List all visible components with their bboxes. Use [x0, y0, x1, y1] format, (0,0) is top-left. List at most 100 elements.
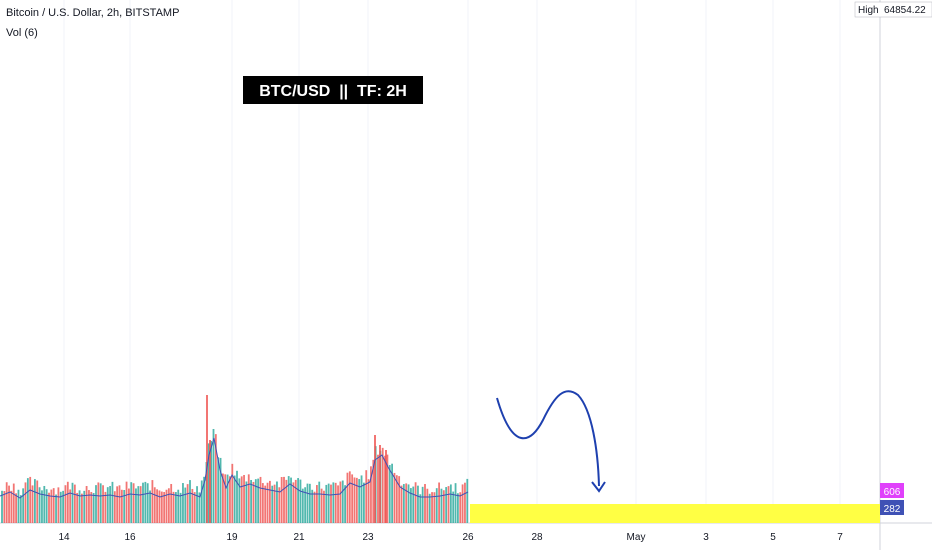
volume-bar	[454, 483, 457, 523]
volume-bar	[431, 492, 433, 523]
volume-bar	[111, 481, 114, 523]
volume-bar	[191, 488, 194, 523]
volume-bar	[73, 484, 76, 523]
volume-bar	[76, 492, 79, 523]
volume-bar	[170, 483, 173, 523]
volume-bar	[466, 478, 469, 523]
volume-bar	[144, 481, 147, 523]
volume-bar	[435, 488, 438, 523]
volume-bar	[461, 484, 464, 523]
time-axis[interactable]: 14 16 19 21 23 26 28 May 3 5 7	[58, 532, 843, 543]
volume-bar	[363, 482, 365, 523]
time-tick-label: 28	[531, 532, 543, 543]
annotation-box	[243, 76, 423, 104]
time-tick-label: 3	[703, 532, 709, 543]
volume-bar	[398, 476, 401, 523]
volume-bar	[287, 476, 290, 523]
volume-bar	[193, 492, 196, 523]
volume-bar	[10, 490, 13, 523]
volume-bar	[304, 487, 307, 523]
volume-bar	[283, 476, 285, 523]
volume-bar	[207, 443, 210, 523]
volume-bar	[238, 478, 241, 523]
volume-label-1-bg	[880, 483, 904, 498]
volume-bar	[346, 472, 349, 523]
annotation-text: BTC/USD || TF: 2H	[259, 83, 407, 100]
high-tag: High	[858, 5, 879, 16]
volume-bar	[442, 490, 445, 523]
volume-bar	[402, 484, 405, 523]
volume-bar	[165, 489, 168, 523]
volume-bar	[85, 486, 88, 523]
time-tick-label: 26	[462, 532, 474, 543]
volume-bar	[365, 470, 368, 523]
volume-bar	[395, 475, 398, 523]
volume-bar	[330, 484, 332, 523]
volume-bar	[308, 483, 311, 523]
volume-bar	[348, 471, 351, 523]
volume-bar	[426, 488, 429, 523]
volume-bar	[50, 489, 53, 523]
volume-bar	[217, 457, 220, 523]
volume-bar	[410, 488, 412, 523]
volume-bar	[34, 479, 36, 523]
volume-layer	[0, 395, 469, 523]
volume-bar	[182, 483, 184, 523]
volume-bar	[78, 490, 81, 523]
volume-bar	[299, 479, 302, 523]
volume-bar	[306, 483, 309, 523]
volume-bar	[360, 475, 363, 523]
volume-bar	[424, 484, 426, 523]
volume-bar	[130, 482, 133, 523]
volume-bar	[135, 488, 137, 523]
volume-bar	[231, 463, 234, 523]
volume-label-2: 282	[884, 504, 901, 515]
volume-bar	[55, 494, 57, 523]
volume-bar	[3, 491, 6, 523]
volume-bar	[243, 474, 245, 523]
volume-bar	[102, 485, 104, 523]
volume-bar	[447, 486, 450, 523]
volume-bar	[48, 492, 50, 523]
volume-spike	[379, 445, 381, 523]
volume-bar	[186, 484, 189, 523]
volume-bar	[325, 484, 328, 523]
volume-bar	[69, 489, 72, 523]
volume-bar	[276, 481, 278, 523]
volume-bar	[17, 489, 20, 523]
volume-bar	[421, 486, 424, 523]
volume-bar	[81, 493, 83, 523]
volume-bar	[158, 490, 161, 523]
volume-bar	[142, 482, 144, 523]
volume-bar	[156, 489, 158, 523]
volume-bar	[116, 486, 119, 523]
volume-bar	[323, 490, 325, 523]
volume-bar	[198, 492, 201, 523]
volume-bar	[327, 483, 330, 523]
time-tick-label: 5	[770, 532, 776, 543]
volume-bar	[137, 486, 140, 523]
time-tick-label: 16	[124, 532, 136, 543]
volume-bar	[337, 485, 339, 523]
volume-bar	[90, 492, 93, 523]
volume-bar	[8, 485, 10, 523]
volume-bar	[132, 483, 135, 523]
volume-bar	[353, 477, 356, 523]
volume-bar	[320, 488, 323, 523]
volume-bar	[428, 493, 431, 523]
volume-bar	[405, 483, 408, 523]
time-tick-label: May	[627, 532, 646, 543]
volume-bar	[172, 491, 175, 523]
volume-bar	[240, 476, 243, 523]
volume-bar	[457, 493, 459, 523]
volume-bar	[219, 457, 222, 523]
volume-bar	[146, 483, 149, 523]
volume-bar	[41, 490, 43, 523]
volume-bar	[106, 487, 109, 523]
volume-bar	[311, 489, 314, 523]
volume-bar	[153, 487, 156, 523]
volume-bar	[125, 481, 128, 523]
volume-bar	[254, 479, 257, 523]
volume-bar	[203, 476, 205, 523]
